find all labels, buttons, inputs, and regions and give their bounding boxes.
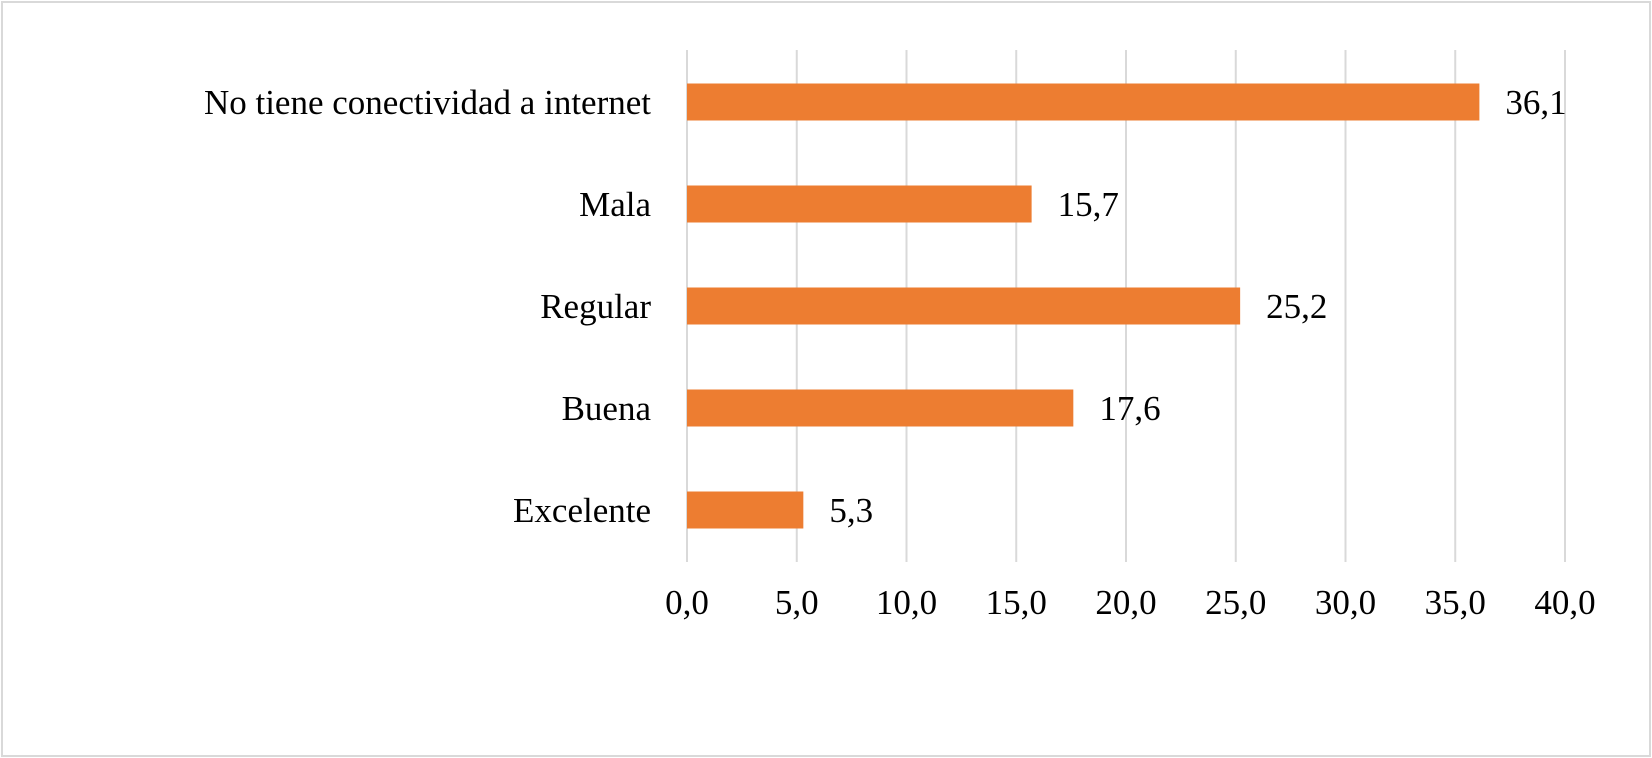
x-tick-label: 20,0 [1095,583,1156,622]
data-label: 5,3 [829,491,873,530]
category-label: Excelente [513,491,651,530]
bar [687,83,1480,121]
bars [687,83,1480,529]
bar [687,491,804,529]
x-tick-label: 10,0 [876,583,937,622]
bar [687,389,1074,427]
data-label: 25,2 [1266,287,1327,326]
category-label: Regular [540,287,651,326]
bar [687,185,1032,223]
data-label: 17,6 [1099,389,1160,428]
x-tick-label: 30,0 [1315,583,1376,622]
category-label: Mala [579,185,651,224]
x-tick-label: 0,0 [665,583,709,622]
x-tick-label: 25,0 [1205,583,1266,622]
category-label: No tiene conectividad a internet [204,83,651,122]
bar [687,287,1241,325]
x-tick-label: 35,0 [1425,583,1486,622]
data-label: 15,7 [1058,185,1119,224]
data-labels: 36,1 15,7 25,2 17,6 5,3 [829,83,1566,530]
x-axis-tick-labels: 0,0 5,0 10,0 15,0 20,0 25,0 30,0 35,0 40,0 [665,583,1596,622]
data-label: 36,1 [1505,83,1566,122]
x-tick-label: 15,0 [986,583,1047,622]
x-tick-label: 5,0 [775,583,819,622]
category-label: Buena [562,389,652,428]
category-labels: No tiene conectividad a internet Mala Regu… [204,83,652,530]
x-tick-label: 40,0 [1534,583,1595,622]
